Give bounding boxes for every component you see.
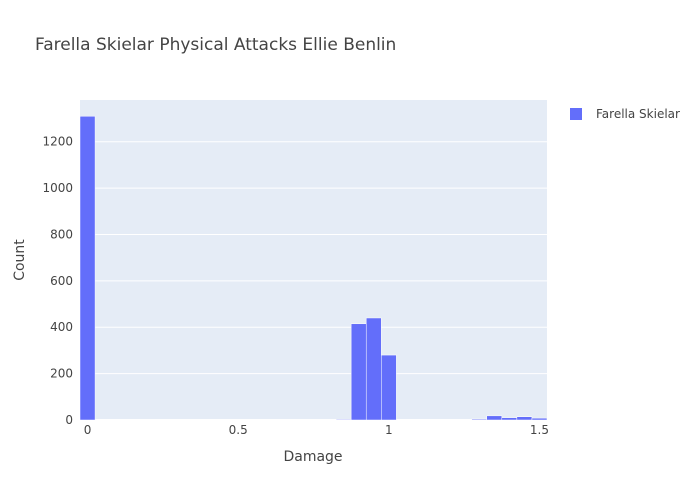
histogram-bar[interactable] <box>531 417 548 421</box>
x-tick-label: 1 <box>385 423 393 437</box>
legend[interactable]: Farella Skielar <box>570 107 680 121</box>
chart-title: Farella Skielar Physical Attacks Ellie B… <box>35 35 396 55</box>
y-tick-label: 1000 <box>42 181 73 195</box>
y-tick-label: 200 <box>50 367 73 381</box>
y-tick-label: 400 <box>50 320 73 334</box>
histogram-bar[interactable] <box>501 417 518 421</box>
y-tick-label: 800 <box>50 227 73 241</box>
histogram-bar[interactable] <box>471 418 487 421</box>
histogram-bar[interactable] <box>365 317 382 421</box>
legend-label: Farella Skielar <box>596 107 680 121</box>
histogram-bar[interactable] <box>381 354 397 421</box>
histogram-bar[interactable] <box>335 419 352 421</box>
y-axis-label: Count <box>12 239 28 281</box>
x-tick-label: 0.5 <box>229 423 248 437</box>
y-gridlines <box>80 141 547 421</box>
histogram-bar[interactable] <box>79 115 96 421</box>
x-axis-label: Damage <box>283 449 342 465</box>
plot-area <box>80 100 547 420</box>
histogram-bars <box>79 115 548 421</box>
histogram-bar[interactable] <box>486 415 503 421</box>
histogram-bar[interactable] <box>350 323 367 421</box>
y-axis-ticks: 0 200 400 600 800 1000 1200 <box>42 135 73 427</box>
histogram-bar[interactable] <box>516 416 533 421</box>
x-axis-ticks: 0 0.5 1 1.5 <box>84 423 549 437</box>
y-tick-label: 1200 <box>42 135 73 149</box>
x-tick-label: 1.5 <box>530 423 549 437</box>
y-tick-label: 600 <box>50 274 73 288</box>
legend-swatch <box>570 108 582 120</box>
y-tick-label: 0 <box>65 413 73 427</box>
x-tick-label: 0 <box>84 423 92 437</box>
